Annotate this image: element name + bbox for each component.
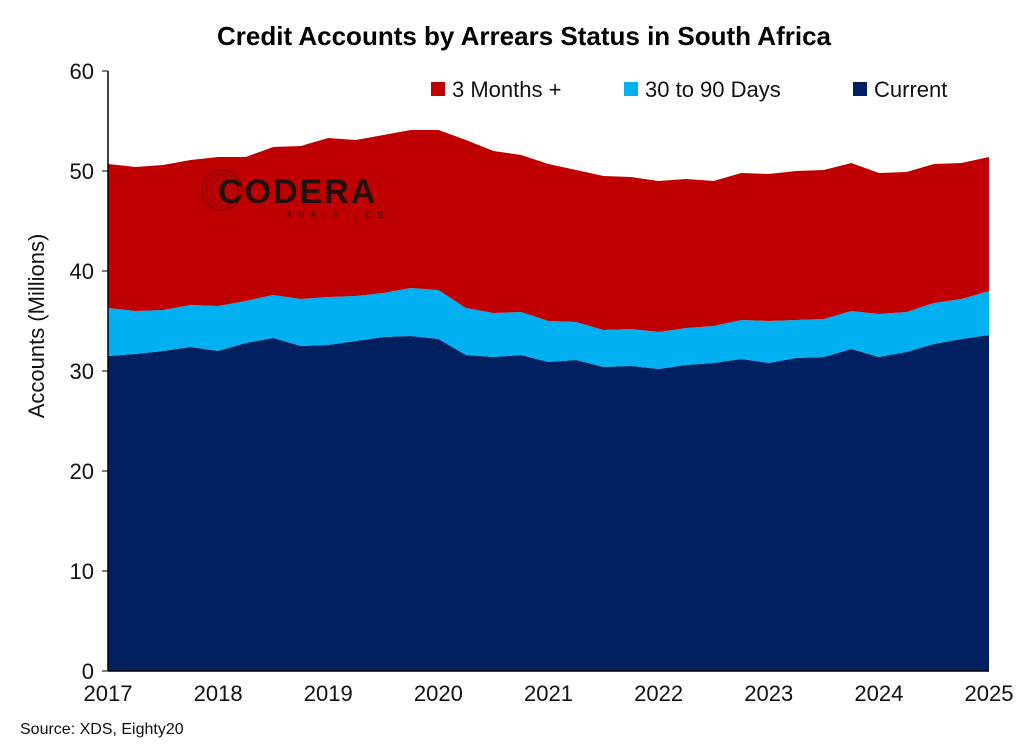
source-note: Source: XDS, Eighty20 xyxy=(20,721,184,738)
y-tick-label: 20 xyxy=(70,459,94,484)
legend-item: 30 to 90 Days xyxy=(624,77,781,102)
y-tick-label: 10 xyxy=(70,559,94,584)
area-series-2 xyxy=(108,130,989,332)
legend: 3 Months + 30 to 90 Days Current xyxy=(431,77,947,102)
x-tick-label: 2022 xyxy=(634,681,683,706)
y-axis-label: Accounts (Millions) xyxy=(24,234,49,419)
chart-title: Credit Accounts by Arrears Status in Sou… xyxy=(217,21,832,51)
y-tick-label: 30 xyxy=(70,359,94,384)
x-tick-label: 2023 xyxy=(744,681,793,706)
x-tick-label: 2020 xyxy=(414,681,463,706)
legend-swatch xyxy=(431,82,445,96)
legend-swatch xyxy=(853,82,867,96)
watermark-title: CODERA xyxy=(218,173,377,211)
y-tick-label: 50 xyxy=(70,159,94,184)
legend-label: Current xyxy=(874,77,947,102)
x-tick-label: 2019 xyxy=(304,681,353,706)
x-tick-label: 2018 xyxy=(194,681,243,706)
y-tick-labels: 0 10 20 30 40 50 60 xyxy=(70,59,108,684)
legend-item: 3 Months + xyxy=(431,77,561,102)
y-tick-label: 60 xyxy=(70,59,94,84)
x-tick-label: 2025 xyxy=(965,681,1014,706)
x-tick-label: 2017 xyxy=(84,681,133,706)
legend-label: 30 to 90 Days xyxy=(645,77,781,102)
x-tick-labels: 2017 2018 2019 2020 2021 2022 2023 2024 2025 xyxy=(84,681,1014,706)
area-layers xyxy=(108,130,989,671)
x-tick-label: 2021 xyxy=(524,681,573,706)
codera-watermark: CODERA ANALYTICS xyxy=(201,169,389,220)
area-series-0 xyxy=(108,335,989,671)
y-tick-label: 40 xyxy=(70,259,94,284)
watermark-subtitle: ANALYTICS xyxy=(286,210,389,220)
codera-logo-icon xyxy=(201,169,243,211)
legend-swatch xyxy=(624,82,638,96)
x-tick-label: 2024 xyxy=(854,681,903,706)
y-tick-label: 0 xyxy=(82,659,94,684)
legend-label: 3 Months + xyxy=(452,77,561,102)
legend-item: Current xyxy=(853,77,947,102)
area-series-1 xyxy=(108,288,989,369)
